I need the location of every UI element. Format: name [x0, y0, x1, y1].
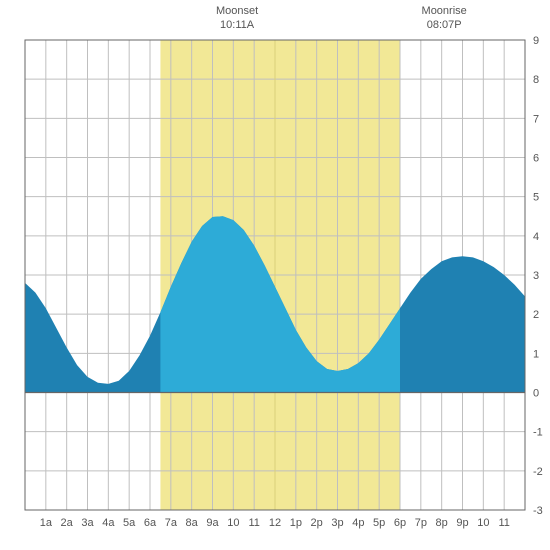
- x-tick-label: 7a: [165, 517, 178, 529]
- x-tick-label: 5a: [123, 517, 136, 529]
- y-tick-label: 9: [533, 35, 539, 47]
- x-tick-label: 5p: [373, 517, 385, 529]
- y-tick-label: 5: [533, 192, 539, 204]
- x-tick-label: 6a: [144, 517, 157, 529]
- x-tick-label: 10: [227, 517, 239, 529]
- y-tick-label: 4: [533, 231, 539, 243]
- x-tick-label: 9a: [206, 517, 219, 529]
- x-tick-label: 3p: [331, 517, 343, 529]
- x-tick-label: 2p: [311, 517, 323, 529]
- moonset-time: 10:11A: [220, 19, 255, 31]
- x-tick-label: 6p: [394, 517, 406, 529]
- x-tick-label: 1a: [40, 517, 53, 529]
- y-tick-label: 2: [533, 309, 539, 321]
- y-tick-label: 8: [533, 74, 539, 86]
- y-tick-label: -1: [533, 427, 543, 439]
- x-tick-label: 4p: [352, 517, 364, 529]
- moonrise-time: 08:07P: [427, 19, 462, 31]
- y-tick-label: -2: [533, 466, 543, 478]
- moonrise-label: Moonrise: [422, 5, 467, 17]
- x-tick-label: 11: [248, 517, 259, 529]
- x-tick-label: 1p: [290, 517, 302, 529]
- tide-chart: -3-2-101234567891a2a3a4a5a6a7a8a9a101112…: [0, 0, 550, 550]
- x-tick-label: 9p: [456, 517, 468, 529]
- y-tick-label: 1: [533, 348, 539, 360]
- y-tick-label: -3: [533, 505, 543, 517]
- x-tick-label: 8p: [436, 517, 448, 529]
- y-tick-label: 3: [533, 270, 539, 282]
- y-tick-label: 0: [533, 388, 539, 400]
- x-tick-label: 7p: [415, 517, 427, 529]
- x-tick-label: 8a: [186, 517, 199, 529]
- x-tick-label: 11: [498, 517, 509, 529]
- x-tick-label: 3a: [81, 517, 94, 529]
- x-tick-label: 4a: [102, 517, 115, 529]
- y-tick-label: 7: [533, 113, 539, 125]
- x-tick-label: 10: [477, 517, 489, 529]
- x-tick-label: 2a: [61, 517, 74, 529]
- x-tick-label: 12: [269, 517, 281, 529]
- moonset-label: Moonset: [216, 5, 258, 17]
- y-tick-label: 6: [533, 153, 539, 165]
